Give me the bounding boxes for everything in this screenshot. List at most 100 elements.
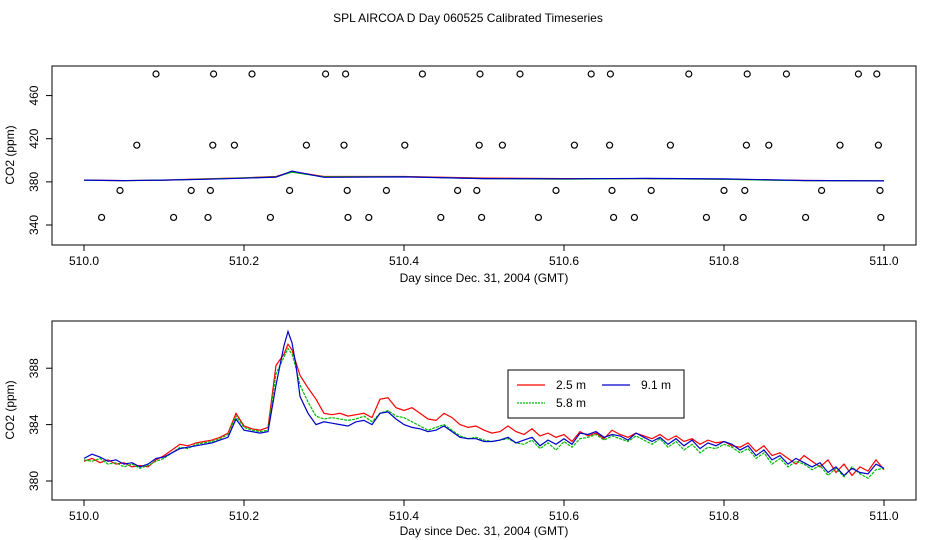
calibration-point: [210, 70, 218, 78]
calibration-point: [666, 141, 675, 149]
calibration-point: [877, 213, 885, 222]
y-axis-top: 340 380 420 460: [27, 85, 52, 235]
calibration-point: [344, 213, 352, 222]
calibration-point: [342, 70, 350, 78]
calibration-point: [401, 141, 409, 149]
figure-title: SPL AIRCOA D Day 060525 Calibrated Times…: [333, 11, 603, 25]
calibration-point: [476, 70, 484, 78]
calibration-point: [873, 70, 881, 78]
plot-frame-bottom: [51, 320, 917, 501]
x-tick-label: 510.6: [549, 254, 579, 268]
calibration-point: [801, 213, 810, 222]
calibration-point: [874, 141, 883, 149]
calibration-point: [720, 186, 728, 195]
y-tick-label: 380: [27, 172, 41, 192]
calibration-point: [742, 141, 751, 149]
panel-calibrated-scatter: 510.0 510.2 510.4 510.6 510.8 511.0 340 380 420…: [3, 65, 917, 285]
calibration-point: [516, 70, 524, 78]
calibration-point: [116, 186, 124, 195]
calibration-point: [152, 70, 160, 78]
calibration-point: [647, 186, 655, 195]
calibration-point: [418, 70, 426, 78]
x-tick-label: 510.0: [69, 509, 99, 523]
series-line-2-5-m: [83, 342, 885, 477]
calibration-point: [382, 186, 390, 195]
calibration-point: [478, 213, 486, 222]
y-tick-label: 420: [27, 128, 41, 148]
x-axis-label-top: Day since Dec. 31, 2004 (GMT): [400, 271, 569, 285]
x-tick-label: 511.0: [869, 254, 898, 268]
calibration-point: [702, 213, 711, 222]
calibration-point: [605, 141, 614, 149]
x-tick-label: 510.0: [69, 254, 99, 268]
y-axis-label-top: CO2 (ppm): [3, 125, 17, 184]
calibration-point: [365, 213, 373, 222]
series-line-9-1-m: [83, 170, 885, 182]
plot-frame-top: [51, 65, 917, 246]
y-axis-label-bottom: CO2 (ppm): [3, 380, 17, 439]
calibration-point: [498, 141, 506, 149]
x-tick-label: 510.8: [709, 254, 739, 268]
legend: 2.5 m 9.1 m 5.8 m: [507, 369, 685, 419]
calibration-points: [97, 70, 885, 222]
calibration-point: [97, 213, 106, 222]
series-group-top: [83, 170, 885, 182]
calibration-point: [206, 186, 214, 195]
x-tick-label: 510.8: [709, 509, 739, 523]
y-tick-label: 388: [27, 358, 41, 378]
calibration-point: [230, 141, 238, 149]
calibration-point: [322, 70, 330, 78]
y-axis-bottom: 380 384 388: [27, 358, 52, 491]
calibration-point: [606, 70, 615, 78]
calibration-point: [685, 70, 693, 78]
series-line-9-1-m: [83, 329, 885, 477]
series-line-5-8-m: [83, 347, 885, 479]
y-tick-label: 460: [27, 85, 41, 105]
calibration-point: [836, 141, 844, 149]
calibration-point: [876, 186, 884, 195]
x-tick-label: 510.2: [229, 509, 259, 523]
calibration-point: [817, 186, 826, 195]
calibration-point: [854, 70, 863, 78]
x-axis-label-bottom: Day since Dec. 31, 2004 (GMT): [400, 524, 569, 538]
calibration-point: [552, 186, 560, 195]
legend-label-9-1m: 9.1 m: [641, 378, 671, 392]
x-axis-top: 510.0 510.2 510.4 510.6 510.8 511.0: [69, 245, 899, 268]
calibration-point: [473, 186, 481, 195]
calibration-point: [248, 70, 256, 78]
y-tick-label: 340: [27, 215, 41, 235]
calibration-point: [609, 213, 618, 222]
x-axis-bottom: 510.0 510.2 510.4 510.6 510.8 511.0: [69, 500, 899, 523]
calibration-point: [743, 70, 751, 78]
calibration-point: [587, 70, 595, 78]
calibration-point: [302, 141, 310, 149]
calibration-point: [286, 186, 294, 195]
calibration-point: [475, 141, 483, 149]
calibration-point: [340, 141, 348, 149]
calibration-point: [741, 186, 749, 195]
series-group-bottom: [83, 329, 885, 479]
calibration-point: [204, 213, 212, 222]
calibration-point: [782, 70, 791, 78]
legend-box: [507, 369, 685, 419]
x-tick-label: 510.6: [549, 509, 579, 523]
panel-height-lines: 510.0 510.2 510.4 510.6 510.8 511.0 380 384 388…: [3, 320, 917, 538]
legend-label-5-8m: 5.8 m: [556, 396, 586, 410]
x-tick-label: 510.4: [389, 509, 419, 523]
calibration-point: [739, 213, 747, 222]
calibration-point: [608, 186, 616, 195]
calibration-point: [437, 213, 445, 222]
y-tick-label: 384: [27, 414, 41, 434]
legend-label-2-5m: 2.5 m: [556, 378, 586, 392]
calibration-point: [454, 186, 462, 195]
calibration-point: [133, 141, 141, 149]
calibration-point: [266, 213, 274, 222]
calibration-point: [209, 141, 217, 149]
x-tick-label: 510.4: [389, 254, 419, 268]
calibration-point: [534, 213, 543, 222]
calibration-point: [170, 213, 178, 222]
calibration-point: [570, 141, 579, 149]
calibration-point: [630, 213, 639, 222]
calibration-point: [343, 186, 351, 195]
